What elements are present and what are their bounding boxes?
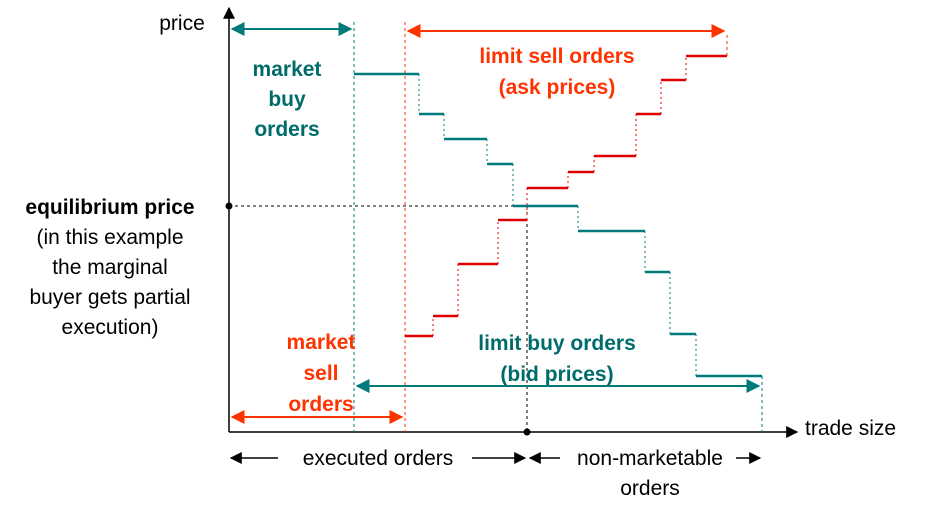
svg-text:orders: orders bbox=[620, 477, 680, 500]
svg-text:(in this example: (in this example bbox=[36, 226, 183, 249]
equilibrium-label: equilibrium price (in this example the m… bbox=[25, 196, 194, 339]
limit-sell-label: limit sell orders (ask prices) bbox=[479, 45, 634, 99]
svg-text:limit buy orders: limit buy orders bbox=[478, 332, 636, 355]
svg-text:sell: sell bbox=[303, 362, 338, 385]
equilibrium-dot-y bbox=[225, 202, 233, 210]
market-buy-label: market buy orders bbox=[253, 58, 322, 141]
svg-text:equilibrium price: equilibrium price bbox=[25, 196, 194, 219]
svg-text:execution): execution) bbox=[62, 316, 159, 339]
executed-orders-label: executed orders bbox=[303, 447, 454, 470]
non-marketable-label: non-marketable orders bbox=[577, 447, 723, 500]
svg-text:market: market bbox=[287, 331, 356, 354]
svg-text:(ask prices): (ask prices) bbox=[499, 76, 616, 99]
svg-text:orders: orders bbox=[254, 118, 319, 141]
limit-buy-label: limit buy orders (bid prices) bbox=[478, 332, 636, 386]
sell-staircase bbox=[405, 54, 727, 338]
svg-text:limit sell orders: limit sell orders bbox=[479, 45, 634, 68]
market-sell-label: market sell orders bbox=[287, 331, 356, 416]
equilibrium-dot-x bbox=[523, 428, 531, 436]
y-axis-label: price bbox=[159, 12, 205, 35]
svg-text:the marginal: the marginal bbox=[52, 256, 168, 279]
x-axis-label: trade size bbox=[805, 417, 896, 440]
buy-staircase bbox=[354, 72, 762, 378]
svg-text:buyer gets partial: buyer gets partial bbox=[29, 286, 190, 309]
svg-text:market: market bbox=[253, 58, 322, 81]
svg-text:orders: orders bbox=[288, 393, 353, 416]
svg-text:(bid prices): (bid prices) bbox=[500, 363, 613, 386]
svg-text:buy: buy bbox=[268, 88, 306, 111]
svg-text:non-marketable: non-marketable bbox=[577, 447, 723, 470]
